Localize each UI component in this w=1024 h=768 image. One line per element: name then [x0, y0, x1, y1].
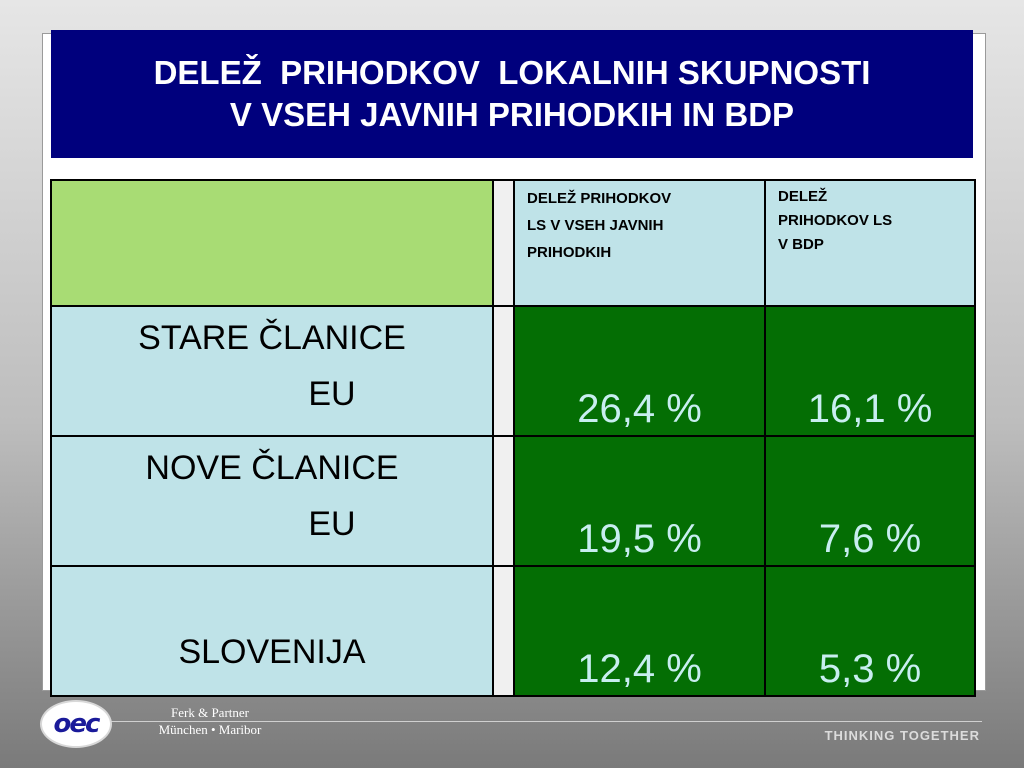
- logo-text: oec: [53, 709, 101, 739]
- value-cell: 12,4 %: [515, 567, 764, 695]
- header-line: DELEŽ: [778, 188, 828, 205]
- header-line: PRIHODKOV LS: [778, 212, 893, 229]
- header-share-gdp: DELEŽ PRIHODKOV LS V BDP: [766, 181, 974, 305]
- company-info: Ferk & Partner München • Maribor: [140, 704, 280, 738]
- company-name: Ferk & Partner: [171, 705, 249, 720]
- value-text: 7,6 %: [818, 517, 922, 561]
- row-label-line: SLOVENIJA: [178, 633, 366, 671]
- oec-logo: oec: [40, 700, 112, 748]
- header-line: PRIHODKIH: [527, 244, 612, 261]
- value-text: 26,4 %: [577, 387, 702, 431]
- row-label-line: EU: [308, 505, 356, 543]
- header-line: LS V VSEH JAVNIH: [527, 217, 664, 234]
- value-cell: 26,4 %: [515, 307, 764, 435]
- header-corner-cell: [52, 181, 492, 305]
- spacer-cell: [494, 437, 513, 565]
- value-cell: 19,5 %: [515, 437, 764, 565]
- title-line-2: V VSEH JAVNIH PRIHODKIH IN BDP: [229, 96, 795, 133]
- tagline: THINKING TOGETHER: [824, 728, 980, 743]
- value-text: 5,3 %: [818, 647, 922, 691]
- value-text: 19,5 %: [577, 517, 702, 561]
- data-table: DELEŽ PRIHODKOV LS V VSEH JAVNIH PRIHODK…: [50, 179, 976, 697]
- row-label-old-members: STARE ČLANICE EU: [52, 307, 492, 435]
- header-line: DELEŽ PRIHODKOV: [527, 190, 672, 207]
- spacer-cell: [494, 307, 513, 435]
- company-locations: München • Maribor: [158, 722, 262, 737]
- header-share-public-revenue: DELEŽ PRIHODKOV LS V VSEH JAVNIH PRIHODK…: [515, 181, 764, 305]
- value-text: 12,4 %: [577, 647, 702, 691]
- footer-divider: [110, 721, 982, 722]
- value-text: 16,1 %: [807, 387, 933, 431]
- value-cell: 7,6 %: [766, 437, 974, 565]
- row-label-slovenia: SLOVENIJA: [52, 567, 492, 695]
- title-line-1: DELEŽ PRIHODKOV LOKALNIH SKUPNOSTI: [153, 54, 871, 91]
- row-label-line: STARE ČLANICE: [138, 319, 406, 357]
- row-label-line: NOVE ČLANICE: [145, 449, 399, 487]
- row-label-new-members: NOVE ČLANICE EU: [52, 437, 492, 565]
- spacer-cell: [494, 181, 513, 305]
- value-cell: 5,3 %: [766, 567, 974, 695]
- spacer-cell: [494, 567, 513, 695]
- value-cell: 16,1 %: [766, 307, 974, 435]
- slide-title: DELEŽ PRIHODKOV LOKALNIH SKUPNOSTI V VSE…: [51, 30, 973, 158]
- row-label-line: EU: [308, 375, 356, 413]
- header-line: V BDP: [778, 236, 824, 253]
